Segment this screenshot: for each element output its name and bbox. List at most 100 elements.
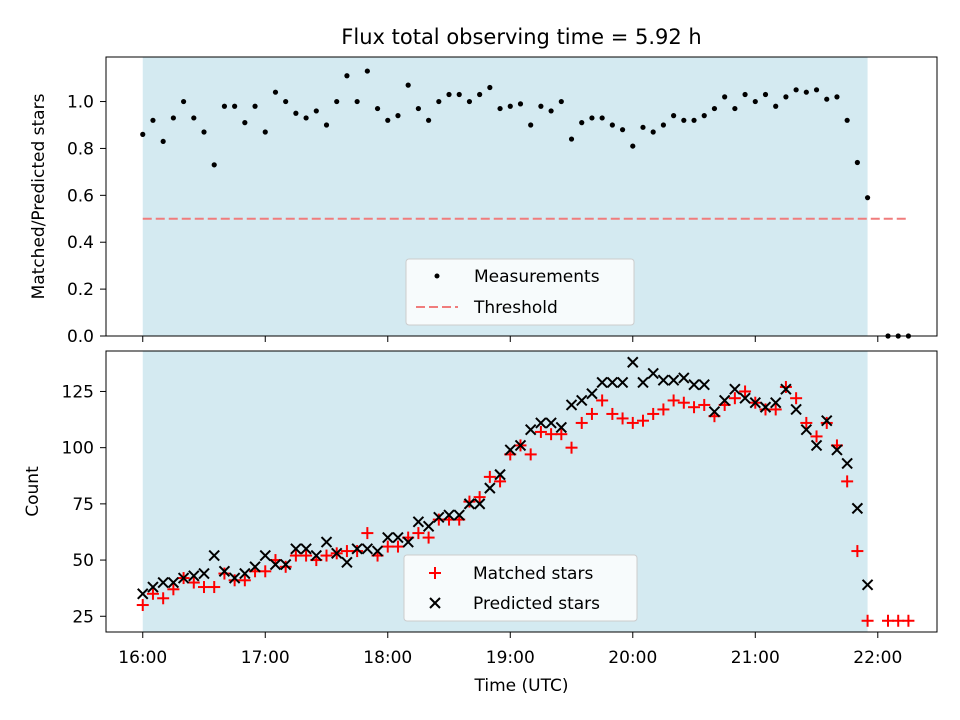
matched-star-point	[391, 540, 404, 553]
measurement-point	[497, 105, 503, 112]
measurement-point	[701, 113, 707, 119]
top-axes-frame	[105, 56, 938, 337]
predicted-star-point	[831, 444, 843, 456]
matched-star-point	[606, 407, 619, 420]
measurement-point	[854, 159, 860, 166]
predicted-star-point	[637, 376, 649, 389]
matched-star-point	[157, 592, 170, 605]
measurement-point	[762, 91, 769, 98]
predicted-star-point	[861, 579, 874, 591]
measurement-point	[283, 98, 289, 105]
measurement-point	[344, 73, 350, 79]
measurement-point	[232, 103, 238, 109]
matched-star-point	[340, 545, 353, 558]
bottom-y-axis-label: Count	[23, 466, 43, 517]
predicted-star-point	[331, 547, 343, 560]
legend-measurements-label: Measurements	[474, 267, 600, 287]
matched-star-point	[361, 527, 374, 540]
matched-star-point	[483, 470, 496, 483]
predicted-star-point	[279, 558, 292, 571]
measurement-point	[323, 122, 330, 128]
matched-star-point	[810, 430, 823, 443]
predicted-star-point	[586, 388, 598, 400]
measurement-point	[262, 129, 268, 135]
measurement-point	[140, 131, 146, 137]
measurement-point	[456, 91, 462, 98]
predicted-star-point	[371, 545, 384, 557]
matched-star-point	[534, 425, 547, 438]
measurement-point	[650, 129, 656, 135]
bottom-marks	[136, 356, 915, 627]
top-legend: Measurements Threshold	[405, 258, 635, 326]
matched-star-point	[422, 531, 435, 544]
measurement-point	[313, 108, 319, 114]
predicted-star-point	[790, 403, 802, 416]
predicted-star-point	[157, 576, 169, 589]
top-marks	[140, 68, 912, 339]
matched-star-point	[351, 545, 364, 558]
matched-star-point	[575, 416, 588, 429]
measurement-point	[752, 98, 758, 105]
predicted-star-point	[627, 356, 639, 368]
bottom-axes-frame	[105, 350, 938, 633]
measurement-point	[579, 120, 585, 126]
predicted-star-point	[463, 498, 476, 510]
matched-star-point	[636, 414, 649, 427]
x-axis-label: Time (UTC)	[474, 676, 569, 696]
matched-star-point	[565, 441, 578, 454]
predicted-star-point	[810, 439, 823, 452]
legend-predicted-label: Predicted stars	[473, 594, 600, 614]
measurement-point	[477, 91, 483, 98]
predicted-star-point	[729, 383, 741, 395]
measurement-point	[150, 117, 156, 123]
predicted-star-point	[759, 401, 772, 413]
matched-star-point	[289, 549, 302, 562]
predicted-star-point	[249, 561, 261, 573]
matched-star-point	[677, 396, 690, 409]
measurement-point	[844, 117, 850, 123]
predicted-star-point	[596, 376, 608, 389]
predicted-star-point	[473, 498, 486, 510]
measurement-point	[834, 94, 840, 100]
matched-star-point	[473, 491, 486, 504]
predicted-star-point	[821, 414, 833, 427]
legend-measurements-marker	[434, 273, 440, 279]
x-tick-label: 18:00	[363, 648, 412, 668]
measurement-point	[507, 103, 513, 109]
predicted-star-point	[300, 543, 312, 555]
bottom-y-ticks: 25 50 75 100 125	[62, 382, 106, 627]
measurement-point	[813, 87, 820, 93]
matched-star-point	[841, 475, 854, 488]
measurement-point	[211, 162, 217, 168]
predicted-star-point	[382, 531, 394, 544]
x-tick-label: 22:00	[853, 648, 902, 668]
matched-star-point	[688, 401, 701, 414]
measurement-point	[415, 105, 421, 112]
matched-star-point	[136, 599, 149, 612]
y-tick-label: 125	[62, 382, 94, 402]
matched-star-point	[585, 407, 598, 420]
measurement-point	[272, 89, 279, 95]
matched-star-point	[769, 403, 782, 416]
predicted-star-point	[647, 367, 659, 380]
predicted-star-point	[545, 417, 557, 429]
predicted-star-point	[269, 558, 282, 571]
matched-star-point	[412, 527, 425, 540]
predicted-star-point	[718, 394, 731, 407]
predicted-star-point	[147, 581, 159, 593]
predicted-star-point	[422, 520, 435, 533]
predicted-star-point	[576, 394, 588, 407]
predicted-star-point	[177, 572, 190, 584]
legend-threshold-label: Threshold	[473, 298, 558, 318]
matched-star-point	[596, 394, 609, 407]
matched-star-point	[218, 567, 231, 580]
matched-star-point	[698, 398, 711, 411]
matched-star-point	[647, 407, 660, 420]
predicted-star-point	[392, 531, 404, 544]
measurement-point	[864, 195, 871, 201]
measurement-point	[364, 68, 370, 74]
y-tick-label: 1.0	[67, 93, 94, 113]
predicted-star-point	[708, 405, 721, 418]
measurement-point	[180, 98, 187, 105]
